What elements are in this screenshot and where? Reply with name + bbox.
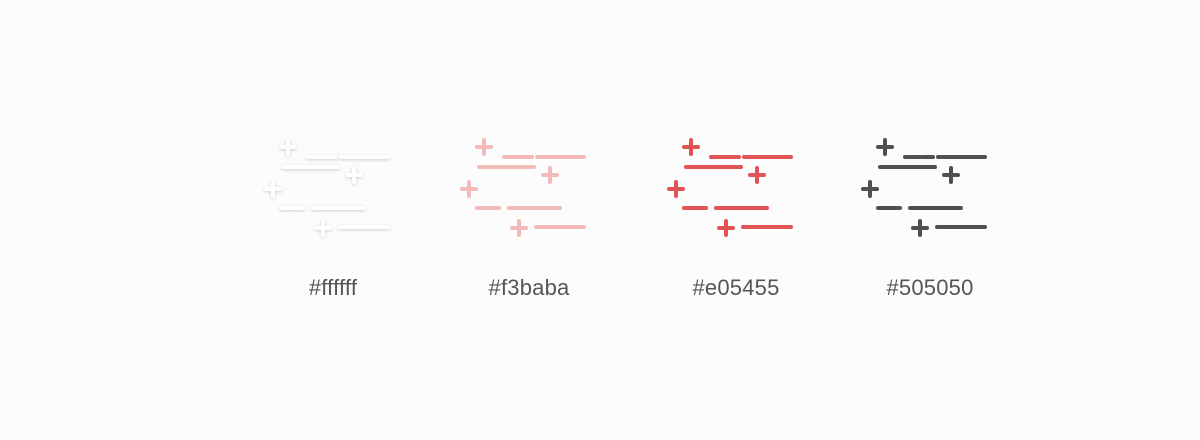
swatch-white: #ffffff [233, 135, 433, 310]
swatch-label: #505050 [886, 275, 974, 300]
swatch-label: #ffffff [308, 275, 358, 300]
plus-mark [314, 219, 332, 237]
plus-mark [264, 180, 282, 198]
plus-mark [861, 180, 879, 198]
plus-mark [748, 166, 766, 184]
swatch-pink: #f3baba [429, 135, 629, 310]
plus-mark [942, 166, 960, 184]
plus-mark [475, 138, 493, 156]
plus-mark [667, 180, 685, 198]
plus-mark [876, 138, 894, 156]
plus-mark [460, 180, 478, 198]
text-diff-icon [861, 138, 987, 237]
text-diff-icon [460, 138, 586, 237]
text-diff-icon [667, 138, 793, 237]
plus-mark [345, 166, 363, 184]
plus-mark [279, 138, 297, 156]
plus-mark [541, 166, 559, 184]
text-diff-icon [264, 138, 390, 237]
swatch-red: #e05455 [636, 135, 836, 310]
plus-mark [682, 138, 700, 156]
swatch-gray: #505050 [830, 135, 1030, 310]
plus-mark [717, 219, 735, 237]
diff-icon-red [636, 135, 836, 245]
swatch-label: #e05455 [692, 275, 780, 300]
diff-icon-white [233, 135, 433, 245]
plus-mark [911, 219, 929, 237]
diff-icon-pink [429, 135, 629, 245]
diff-icon-gray [830, 135, 1030, 245]
swatch-label: #f3baba [488, 275, 570, 300]
plus-mark [510, 219, 528, 237]
